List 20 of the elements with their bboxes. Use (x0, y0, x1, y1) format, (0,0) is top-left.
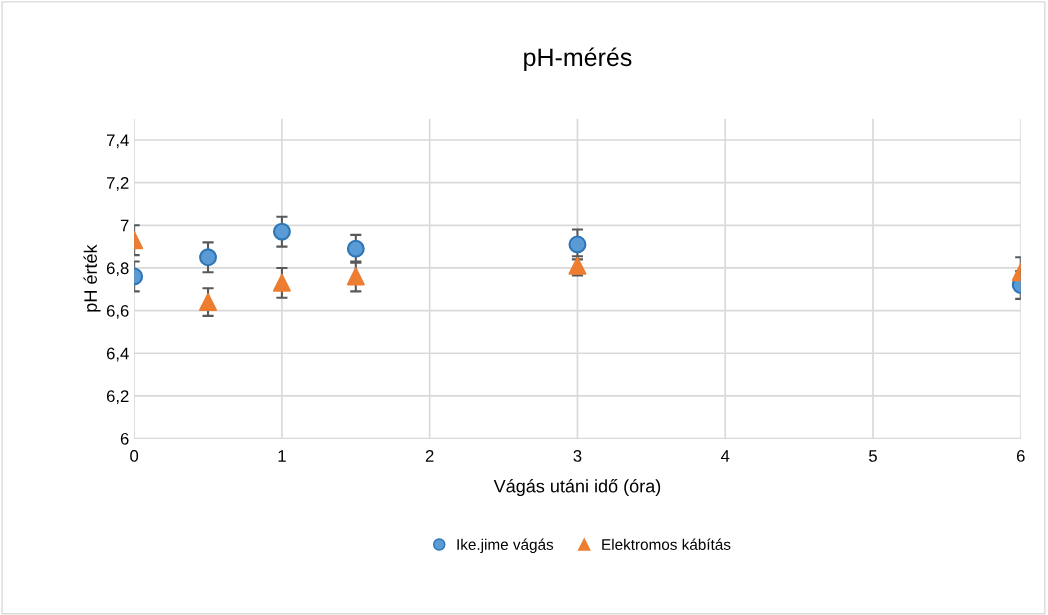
x-axis-title: Vágás utáni idő (óra) (493, 479, 661, 497)
legend-label: Ike.jime vágás (457, 538, 554, 554)
y-tick-label: 6 (120, 432, 129, 445)
x-tick-label: 6 (1016, 450, 1025, 462)
y-tick-label: 6,2 (106, 390, 129, 405)
y-tick-label: 6,6 (106, 304, 129, 319)
x-tick-label: 1 (278, 450, 286, 462)
y-axis-title: pH érték (83, 244, 101, 312)
x-tick-label: 3 (573, 450, 582, 462)
x-tick-label: 5 (869, 450, 877, 462)
y-tick-label: 6,4 (106, 347, 129, 362)
chart-title: pH-mérés (524, 47, 632, 72)
legend-label: Elektromos kábítás (602, 538, 731, 550)
x-tick-label: 2 (425, 450, 434, 462)
y-tick-label: 6,8 (106, 262, 129, 277)
x-tick-label: 4 (720, 450, 730, 462)
y-tick-label: 7,2 (106, 177, 129, 191)
y-tick-label: 7 (120, 219, 129, 232)
x-tick-label: 0 (130, 450, 139, 462)
y-tick-label: 7,4 (106, 134, 129, 149)
